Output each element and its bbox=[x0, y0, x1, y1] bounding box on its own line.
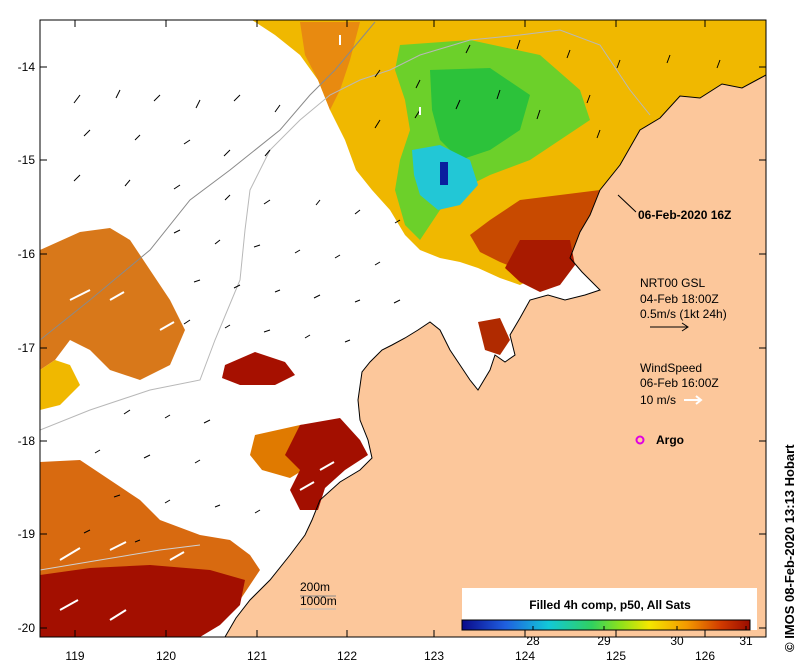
wind-time: 06-Feb 16:00Z bbox=[640, 376, 719, 390]
y-tick--18: -18 bbox=[18, 434, 36, 448]
colorbar-tick-30: 30 bbox=[670, 634, 684, 648]
current-time: 04-Feb 18:00Z bbox=[640, 292, 719, 306]
sst-red-east bbox=[505, 240, 575, 292]
colorbar-ticks bbox=[532, 626, 747, 630]
imos-credit: © IMOS 08-Feb-2020 13:13 Hobart bbox=[782, 444, 797, 652]
sst-blue-patch bbox=[440, 162, 448, 185]
argo-marker-icon bbox=[635, 435, 645, 445]
x-tick-122: 122 bbox=[337, 649, 357, 663]
current-source: NRT00 GSL bbox=[640, 276, 705, 290]
vector-field bbox=[73, 39, 721, 543]
y-tick--20: -20 bbox=[18, 621, 36, 635]
land-mass bbox=[225, 75, 766, 637]
sst-orange-west bbox=[40, 228, 185, 380]
current-scale: 0.5m/s (1kt 24h) bbox=[640, 307, 727, 321]
isobath-south bbox=[40, 544, 201, 571]
isobath-1000m bbox=[40, 29, 651, 431]
isobath-200m bbox=[40, 21, 376, 341]
colorbar-tick-29: 29 bbox=[597, 634, 611, 648]
date-leader-line bbox=[617, 194, 637, 213]
depth-1000-label: 1000m bbox=[300, 594, 337, 608]
x-tick-126: 126 bbox=[695, 649, 715, 663]
y-tick--17: -17 bbox=[18, 341, 36, 355]
x-tick-125: 125 bbox=[606, 649, 626, 663]
x-tick-120: 120 bbox=[156, 649, 176, 663]
sst-red-bay bbox=[478, 318, 510, 355]
date-label: 06-Feb-2020 16Z bbox=[638, 208, 731, 222]
wind-arrows bbox=[59, 35, 421, 621]
sst-yellow-west bbox=[40, 360, 80, 410]
y-tick--14: -14 bbox=[18, 60, 36, 74]
current-scale-arrow bbox=[650, 322, 689, 332]
sst-green-deep bbox=[430, 68, 530, 160]
x-tick-123: 123 bbox=[424, 649, 444, 663]
y-tick--16: -16 bbox=[18, 247, 36, 261]
colorbar-title: Filled 4h comp, p50, All Sats bbox=[529, 598, 691, 612]
colorbar-tick-28: 28 bbox=[526, 634, 540, 648]
sst-red-blob-mid bbox=[222, 352, 295, 385]
axis-ticks bbox=[40, 20, 766, 637]
argo-label: Argo bbox=[656, 433, 684, 447]
colorbar bbox=[461, 619, 751, 631]
wind-title: WindSpeed bbox=[640, 361, 702, 375]
sst-orange-north bbox=[300, 22, 360, 110]
x-tick-124: 124 bbox=[515, 649, 535, 663]
y-tick--19: -19 bbox=[18, 527, 36, 541]
x-tick-121: 121 bbox=[247, 649, 267, 663]
sst-red-sw bbox=[40, 565, 245, 637]
plot-frame bbox=[39, 19, 767, 638]
depth-200-label: 200m bbox=[300, 580, 330, 594]
wind-scale-arrow bbox=[684, 395, 703, 405]
y-tick--15: -15 bbox=[18, 153, 36, 167]
x-tick-119: 119 bbox=[65, 649, 84, 663]
wind-scale: 10 m/s bbox=[640, 393, 676, 407]
coastline bbox=[224, 74, 766, 637]
colorbar-tick-31: 31 bbox=[739, 634, 753, 648]
